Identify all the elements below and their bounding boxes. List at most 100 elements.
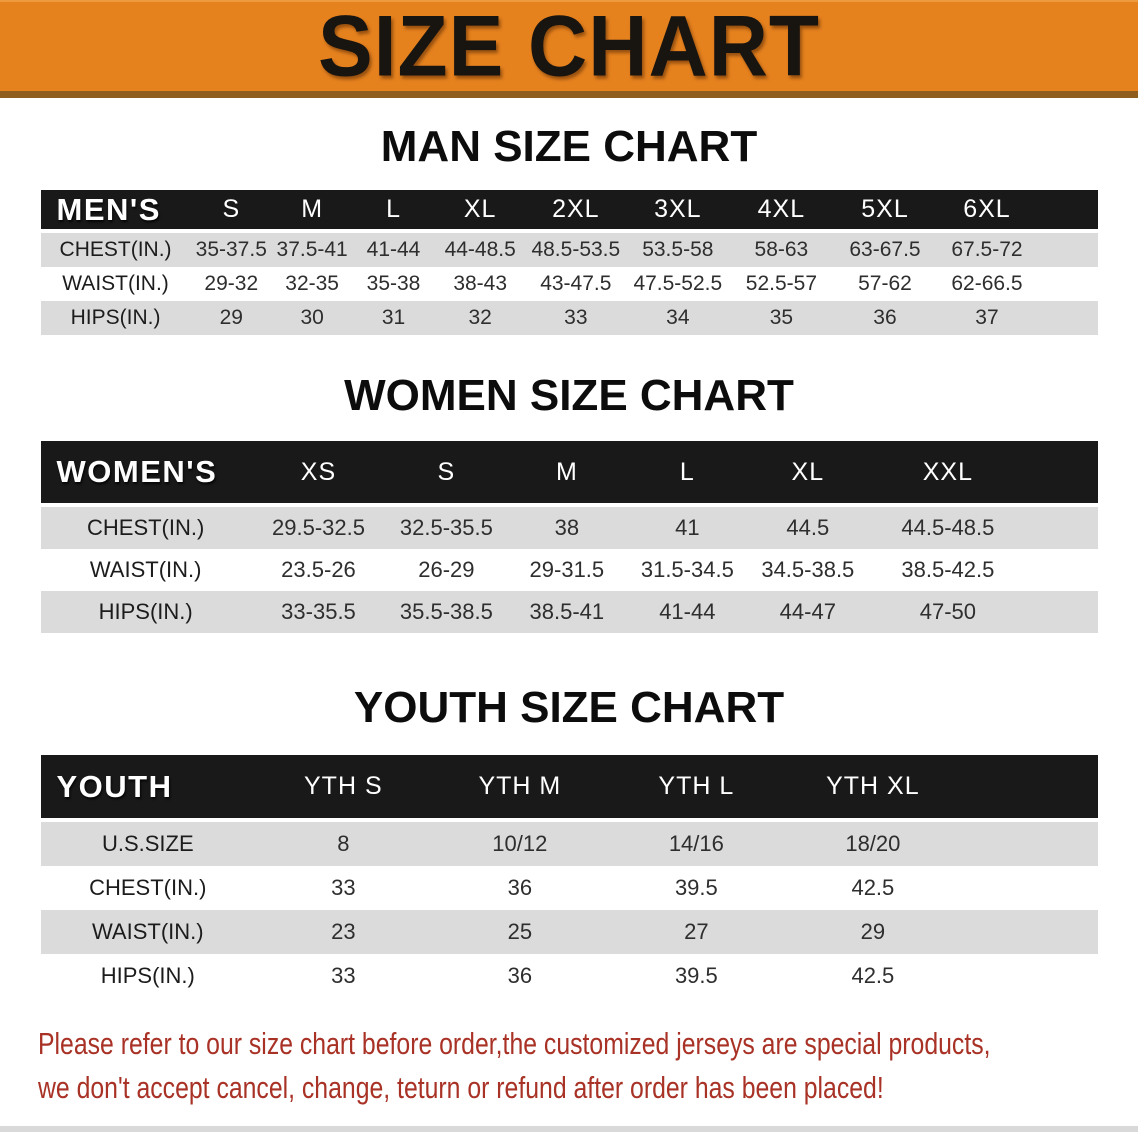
measurement-row: CHEST(IN.) 33 36 39.5 42.5 (40, 866, 1098, 910)
size-value-cell: 18/20 (784, 822, 962, 866)
size-value-cell: 35-38 (352, 267, 435, 301)
size-column-header: 4XL (729, 190, 834, 233)
table-header-row: MEN'S S M L XL 2XL 3XL 4XL 5XL 6XL (40, 190, 1098, 233)
measurement-row: CHEST(IN.) 35-37.5 37.5-41 41-44 44-48.5 48.5… (40, 233, 1098, 267)
banner: SIZE CHART (0, 0, 1138, 98)
size-value-cell: 62-66.5 (936, 267, 1038, 301)
measurement-row: HIPS(IN.) 33 36 39.5 42.5 (40, 954, 1098, 998)
women-size-table: WOMEN'S XS S M L XL XXL CHEST(IN.) 29.5-32.5 32.5… (40, 441, 1098, 633)
measurement-row: U.S.SIZE 8 10/12 14/16 18/20 (40, 822, 1098, 866)
size-value-cell: 27 (608, 910, 785, 954)
size-value-cell: 29 (190, 301, 272, 335)
size-value-cell: 33-35.5 (250, 591, 387, 633)
row-label: HIPS(IN.) (40, 954, 256, 998)
table-group-label: YOUTH (40, 755, 256, 822)
men-size-table: MEN'S S M L XL 2XL 3XL 4XL 5XL 6XL CHEST(IN.) 35-37… (40, 190, 1098, 335)
size-value-cell: 36 (431, 866, 609, 910)
size-column-header: XL (434, 190, 526, 233)
measurement-row: HIPS(IN.) 29 30 31 32 33 34 35 36 37 (40, 301, 1098, 335)
filler-cell (1037, 301, 1098, 335)
size-value-cell: 35 (729, 301, 834, 335)
size-value-cell: 38-43 (434, 267, 526, 301)
size-value-cell: 48.5-53.5 (525, 233, 627, 267)
size-value-cell: 10/12 (431, 822, 609, 866)
size-value-cell: 41 (627, 507, 748, 549)
filler-cell (961, 910, 1098, 954)
size-charts: MAN SIZE CHART MEN'S S M L XL 2XL 3XL 4XL 5XL 6XL… (0, 124, 1138, 998)
size-column-header: L (352, 190, 435, 233)
size-value-cell: 39.5 (608, 866, 785, 910)
size-value-cell: 42.5 (784, 954, 962, 998)
filler-cell (961, 755, 1098, 822)
size-value-cell: 33 (525, 301, 627, 335)
size-value-cell: 52.5-57 (729, 267, 834, 301)
measurement-row: WAIST(IN.) 23 25 27 29 (40, 910, 1098, 954)
size-value-cell: 35-37.5 (190, 233, 272, 267)
size-column-header: S (386, 441, 507, 507)
size-column-header: XL (747, 441, 869, 507)
size-value-cell: 30 (271, 301, 353, 335)
size-value-cell: 39.5 (608, 954, 785, 998)
size-column-header: YTH S (255, 755, 432, 822)
size-value-cell: 36 (833, 301, 937, 335)
size-value-cell: 34.5-38.5 (747, 549, 869, 591)
size-column-header: M (271, 190, 353, 233)
section-men: MAN SIZE CHART MEN'S S M L XL 2XL 3XL 4XL 5XL 6XL… (0, 124, 1138, 335)
row-label: HIPS(IN.) (40, 591, 251, 633)
row-label: HIPS(IN.) (40, 301, 191, 335)
size-value-cell: 57-62 (833, 267, 937, 301)
measurement-row: HIPS(IN.) 33-35.5 35.5-38.5 38.5-41 41-44 44-… (40, 591, 1098, 633)
size-column-header: 2XL (525, 190, 627, 233)
size-value-cell: 44-48.5 (434, 233, 526, 267)
size-column-header: 3XL (626, 190, 730, 233)
row-label: U.S.SIZE (40, 822, 256, 866)
size-value-cell: 14/16 (608, 822, 785, 866)
row-label: CHEST(IN.) (40, 233, 191, 267)
size-value-cell: 32-35 (271, 267, 353, 301)
filler-cell (1037, 190, 1098, 233)
filler-cell (961, 822, 1098, 866)
size-value-cell: 29-32 (190, 267, 272, 301)
size-value-cell: 38 (506, 507, 628, 549)
youth-section-heading: YOUTH SIZE CHART (353, 683, 785, 732)
filler-cell (1027, 507, 1098, 549)
section-women: WOMEN SIZE CHART WOMEN'S XS S M L XL XXL CHEST(… (0, 373, 1138, 633)
youth-size-table: YOUTH YTH S YTH M YTH L YTH XL U.S.SIZE 8 10/12… (40, 755, 1098, 998)
size-value-cell: 47.5-52.5 (626, 267, 730, 301)
size-value-cell: 32.5-35.5 (386, 507, 507, 549)
size-value-cell: 31 (352, 301, 435, 335)
size-value-cell: 26-29 (386, 549, 507, 591)
measurement-row: CHEST(IN.) 29.5-32.5 32.5-35.5 38 41 44.5 44.5… (40, 507, 1098, 549)
table-group-label: WOMEN'S (40, 441, 251, 507)
size-column-header: XXL (868, 441, 1028, 507)
size-value-cell: 44.5 (747, 507, 869, 549)
filler-cell (961, 954, 1098, 998)
size-value-cell: 44.5-48.5 (868, 507, 1028, 549)
size-value-cell: 47-50 (868, 591, 1028, 633)
size-value-cell: 29 (784, 910, 962, 954)
filler-cell (961, 866, 1098, 910)
size-column-header: YTH M (431, 755, 609, 822)
size-value-cell: 42.5 (784, 866, 962, 910)
size-value-cell: 37.5-41 (271, 233, 353, 267)
filler-cell (1027, 441, 1098, 507)
size-value-cell: 41-44 (352, 233, 435, 267)
size-column-header: M (506, 441, 628, 507)
size-value-cell: 33 (255, 866, 432, 910)
size-value-cell: 35.5-38.5 (386, 591, 507, 633)
size-value-cell: 32 (434, 301, 526, 335)
size-value-cell: 23 (255, 910, 432, 954)
size-value-cell: 34 (626, 301, 730, 335)
section-youth: YOUTH SIZE CHART YOUTH YTH S YTH M YTH L YTH… (0, 685, 1138, 998)
disclaimer-line-1: Please refer to our size chart before or… (38, 1026, 991, 1061)
size-value-cell: 38.5-41 (506, 591, 628, 633)
size-value-cell: 38.5-42.5 (868, 549, 1028, 591)
row-label: CHEST(IN.) (40, 866, 256, 910)
size-value-cell: 33 (255, 954, 432, 998)
table-header-row: YOUTH YTH S YTH M YTH L YTH XL (40, 755, 1098, 822)
filler-cell (1027, 549, 1098, 591)
measurement-row: WAIST(IN.) 23.5-26 26-29 29-31.5 31.5-34.5 34… (40, 549, 1098, 591)
table-group-label: MEN'S (40, 190, 191, 233)
measurement-row: WAIST(IN.) 29-32 32-35 35-38 38-43 43-47.5 47.… (40, 267, 1098, 301)
